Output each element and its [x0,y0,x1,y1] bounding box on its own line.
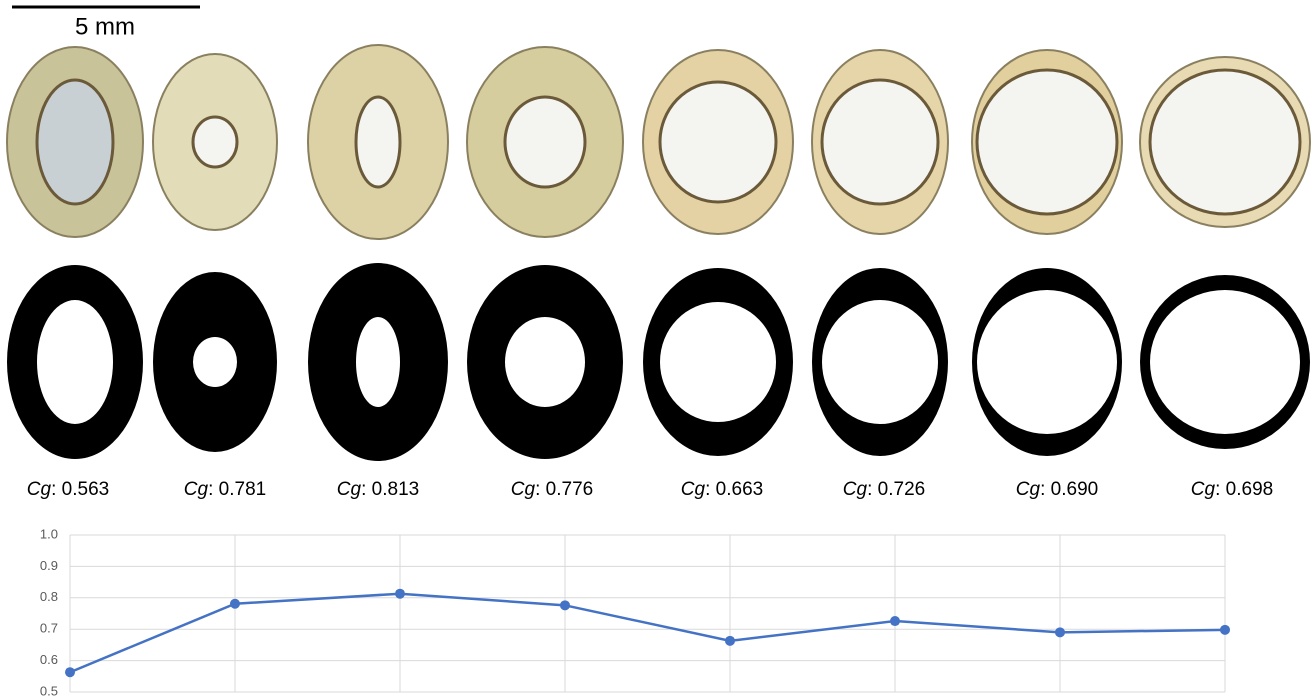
y-tick-label: 0.7 [40,621,58,636]
binary-cavity [1150,290,1300,434]
data-point [395,588,405,599]
section-cavity [35,78,115,206]
section-cavity [1148,68,1302,216]
section-cavity [820,78,940,206]
binary-cavity [977,290,1117,434]
cg-label: Cg: 0.563 [27,479,109,500]
section-cavity [975,68,1119,216]
section-cavity [503,95,587,189]
section-cavity [354,95,402,189]
cg-label: Cg: 0.698 [1191,479,1273,500]
cg-label: Cg: 0.663 [681,479,763,500]
cg-label: Cg: 0.781 [184,479,266,500]
data-point [65,667,75,678]
data-point [725,635,735,646]
binary-cavity [660,302,776,422]
sample-images [6,44,1311,461]
binary-cavity [822,300,938,424]
y-tick-label: 0.9 [40,558,58,573]
binary-cavity [193,337,237,387]
y-tick-label: 0.5 [40,683,58,698]
cg-label: Cg: 0.813 [337,479,419,500]
cg-label: Cg: 0.776 [511,479,593,500]
data-point [1220,624,1230,635]
scale-label: 5 mm [75,13,135,40]
data-point [560,600,570,611]
y-tick-label: 1.0 [40,526,58,541]
binary-cavity [505,317,585,407]
data-point [1055,627,1065,638]
cg-label: Cg: 0.690 [1016,479,1098,500]
data-point [890,616,900,627]
y-tick-label: 0.8 [40,589,58,604]
section-cavity [191,115,239,169]
data-point [230,598,240,609]
series-line [69,592,1226,674]
y-tick-label: 0.6 [40,652,58,667]
section-cavity [658,80,778,204]
binary-cavity [356,317,400,407]
cg-label: Cg: 0.726 [843,479,925,500]
binary-cavity [37,300,113,424]
